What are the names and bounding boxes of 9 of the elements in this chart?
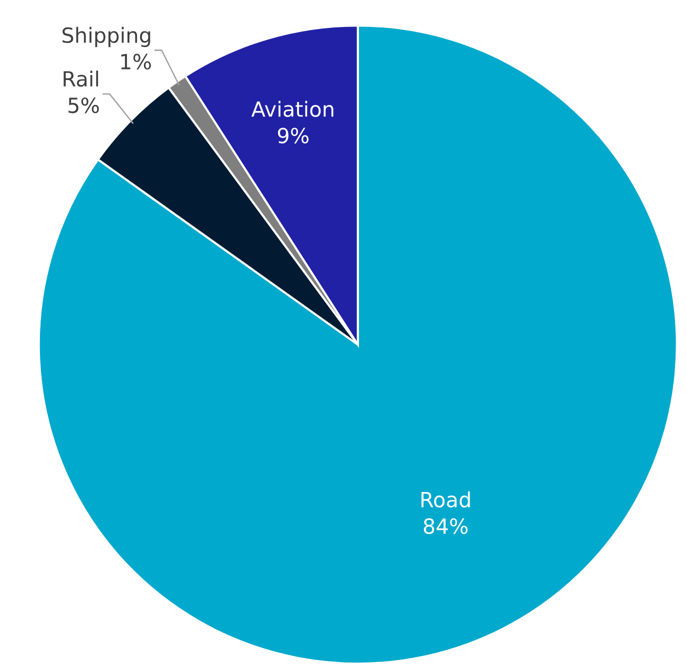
data-label: 84% [424,518,468,534]
slice-label: Aviation [251,100,334,117]
slice-label: Rail [64,70,98,87]
slice-label: Shipping [62,26,150,48]
data-label: 9% [278,128,309,144]
slice-label: Road [421,491,470,508]
pie-slice [38,24,678,665]
data-label: 5% [68,97,99,114]
data-label: 1% [121,54,151,70]
